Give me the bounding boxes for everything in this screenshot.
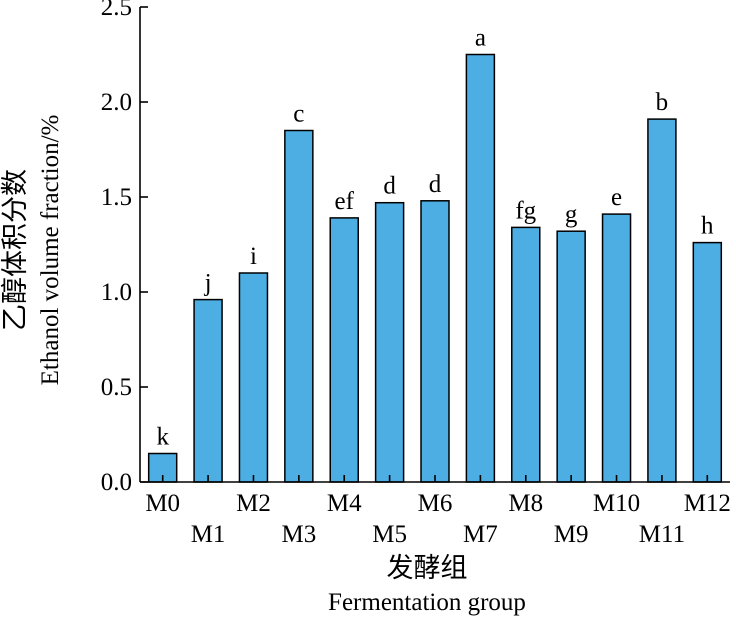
significance-label: e xyxy=(611,184,622,211)
y-tick-label: 2.5 xyxy=(101,0,132,21)
bar-m4 xyxy=(329,217,359,483)
y-axis-title-en: Ethanol volume fraction/% xyxy=(37,115,64,386)
bar-m6 xyxy=(420,200,450,483)
x-tick-label: M1 xyxy=(191,521,226,548)
bar-m2 xyxy=(238,272,269,483)
significance-label: h xyxy=(701,213,714,240)
y-axis-ticks: 0.0 0.5 1.0 1.5 2.0 2.5 xyxy=(101,0,148,496)
bar-m9 xyxy=(556,230,586,483)
significance-label: j xyxy=(204,270,212,297)
x-tick-label: M8 xyxy=(508,490,543,517)
bar-m3 xyxy=(284,129,314,483)
x-tick-label: M5 xyxy=(372,521,407,548)
significance-label: i xyxy=(250,243,257,270)
bar-m7 xyxy=(465,53,496,483)
y-tick-label: 2.0 xyxy=(101,89,132,116)
significance-label: b xyxy=(656,89,669,116)
y-axis-title-cn: 乙醇体积分数 xyxy=(0,169,31,331)
x-tick-label: M6 xyxy=(418,490,453,517)
bar-m1 xyxy=(193,298,223,483)
significance-label: fg xyxy=(515,197,536,224)
bar-m10 xyxy=(601,213,632,483)
y-tick-label: 0.5 xyxy=(101,374,132,401)
y-tick-label: 1.0 xyxy=(101,279,132,306)
y-tick-label: 1.5 xyxy=(101,184,132,211)
bar-m5 xyxy=(374,201,405,483)
x-tick-label: M4 xyxy=(327,490,362,517)
x-axis-title-en: Fermentation group xyxy=(328,589,526,616)
x-tick-label: M9 xyxy=(554,521,589,548)
bars: k j i c ef d d a fg g e b h xyxy=(147,25,723,483)
bar-m12 xyxy=(692,241,723,483)
x-tick-label: M10 xyxy=(593,490,640,517)
bar-m8 xyxy=(511,226,541,483)
x-tick-label: M11 xyxy=(639,521,685,548)
x-tick-label: M7 xyxy=(463,521,498,548)
x-tick-label: M3 xyxy=(281,521,316,548)
significance-label: d xyxy=(429,171,442,198)
significance-label: g xyxy=(565,201,578,228)
x-tick-label: M0 xyxy=(145,490,180,517)
significance-label: ef xyxy=(335,188,355,215)
significance-label: c xyxy=(293,101,304,128)
significance-label: a xyxy=(475,25,486,52)
y-tick-label: 0.0 xyxy=(101,469,132,496)
bar-m11 xyxy=(647,118,677,483)
x-axis-title-cn: 发酵组 xyxy=(387,553,468,584)
x-tick-label: M2 xyxy=(236,490,271,517)
significance-label: d xyxy=(383,173,396,200)
significance-label: k xyxy=(156,424,169,451)
x-tick-label: M12 xyxy=(684,490,731,517)
